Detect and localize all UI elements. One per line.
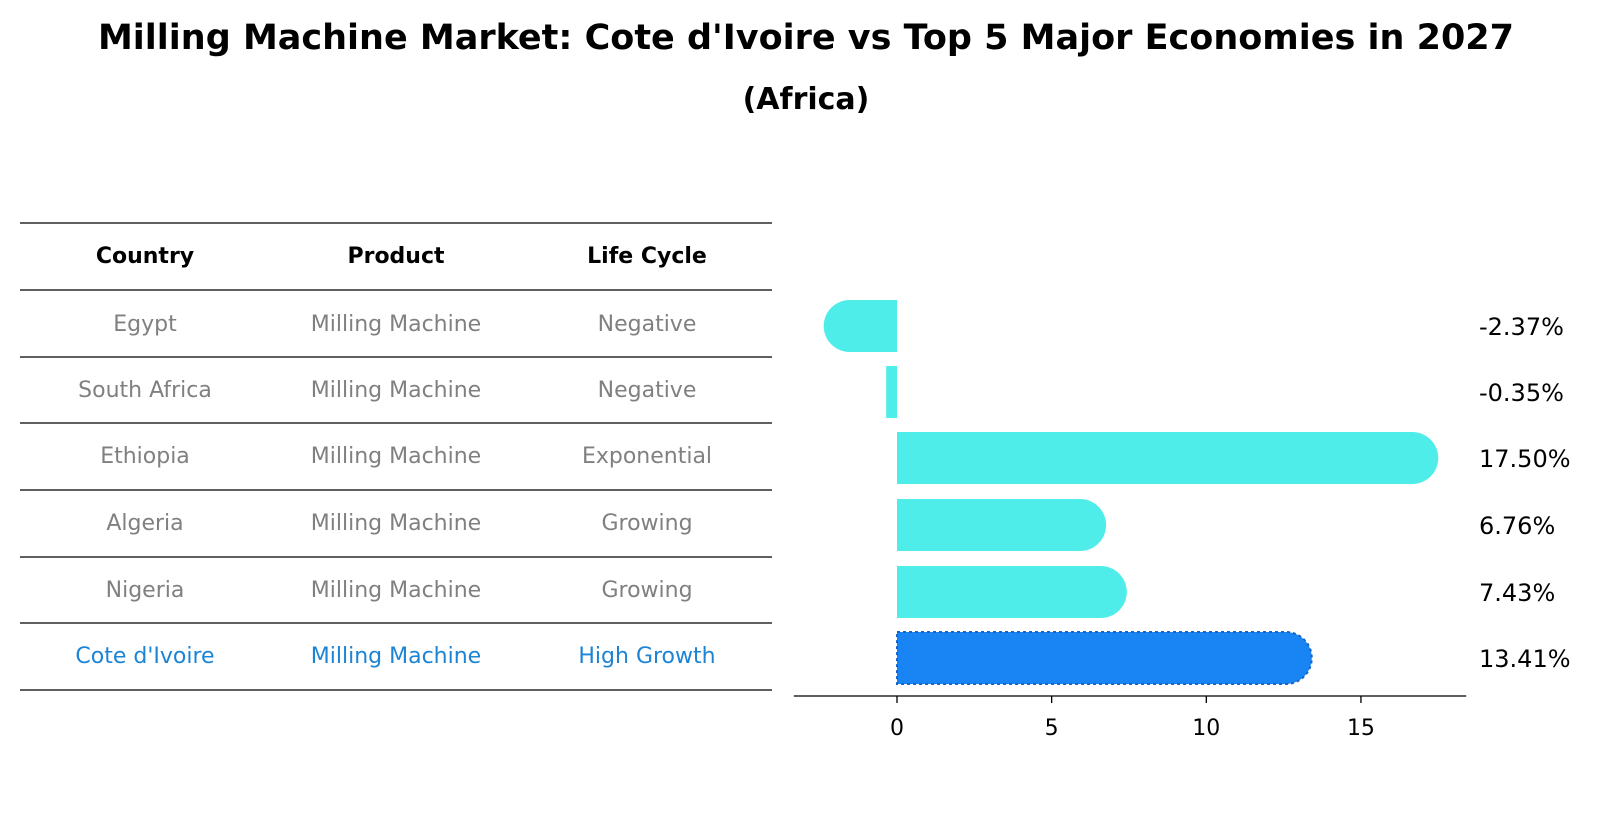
bar-value-label: -0.35% — [1479, 379, 1564, 407]
chart-title: Milling Machine Market: Cote d'Ivoire vs… — [98, 18, 1514, 58]
bar-shape — [896, 631, 1313, 685]
bar-value-label: 6.76% — [1479, 512, 1555, 540]
table-cell-product: Milling Machine — [311, 444, 481, 469]
bar-shape — [897, 499, 1107, 551]
table-cell-life-cycle: Negative — [598, 312, 697, 337]
bar-plot: -2.37% -0.35% 17.50% 6.76% 7.43% 13.41% 0 5 10 15 — [793, 300, 1571, 741]
table-cell-life-cycle: High Growth — [578, 644, 715, 669]
x-axis: 0 5 10 15 — [793, 695, 1467, 741]
table-row: Ethiopia Milling Machine Exponential — [100, 444, 712, 469]
bar-shape — [823, 300, 897, 352]
table-cell-country: Egypt — [113, 312, 177, 337]
data-table: Country Product Life Cycle Egypt Milling Mac… — [20, 222, 772, 691]
bar-algeria: 6.76% — [897, 499, 1555, 551]
table-cell-country: Nigeria — [106, 578, 185, 603]
bar-shape — [897, 432, 1439, 484]
table-cell-product: Milling Machine — [311, 644, 481, 669]
table-cell-life-cycle: Exponential — [582, 444, 712, 469]
table-cell-country: South Africa — [78, 378, 212, 403]
table-row: Algeria Milling Machine Growing — [106, 511, 692, 536]
table-header-country: Country — [96, 244, 194, 269]
bar-south-africa: -0.35% — [886, 366, 1564, 418]
x-tick-label: 15 — [1347, 716, 1375, 741]
bar-value-label: -2.37% — [1479, 313, 1564, 341]
table-cell-country: Cote d'Ivoire — [75, 644, 214, 669]
table-cell-life-cycle: Growing — [601, 511, 692, 536]
table-row: Nigeria Milling Machine Growing — [106, 578, 693, 603]
bar-shape — [897, 566, 1127, 618]
bar-egypt: -2.37% — [823, 300, 1564, 352]
table-header-product: Product — [347, 244, 445, 269]
table-row: Cote d'Ivoire Milling Machine High Growth — [75, 644, 715, 669]
bar-value-label: 17.50% — [1479, 445, 1571, 473]
x-tick-label: 0 — [890, 716, 904, 741]
table-row: South Africa Milling Machine Negative — [78, 378, 696, 403]
bar-cote-d-ivoire: 13.41% — [896, 631, 1571, 685]
table-row: Egypt Milling Machine Negative — [113, 312, 696, 337]
table-cell-country: Algeria — [106, 511, 183, 536]
table-cell-life-cycle: Growing — [601, 578, 692, 603]
x-tick-label: 5 — [1045, 716, 1059, 741]
table-header-life-cycle: Life Cycle — [587, 244, 707, 269]
bar-value-label: 13.41% — [1479, 645, 1571, 673]
x-tick-label: 10 — [1192, 716, 1220, 741]
table-cell-product: Milling Machine — [311, 578, 481, 603]
bar-ethiopia: 17.50% — [897, 432, 1571, 484]
table-cell-life-cycle: Negative — [598, 378, 697, 403]
table-cell-product: Milling Machine — [311, 511, 481, 536]
chart-subtitle: (Africa) — [743, 82, 870, 117]
table-cell-country: Ethiopia — [100, 444, 190, 469]
bar-shape — [886, 366, 897, 418]
bar-nigeria: 7.43% — [897, 566, 1555, 618]
bar-value-label: 7.43% — [1479, 579, 1555, 607]
table-cell-product: Milling Machine — [311, 378, 481, 403]
table-cell-product: Milling Machine — [311, 312, 481, 337]
